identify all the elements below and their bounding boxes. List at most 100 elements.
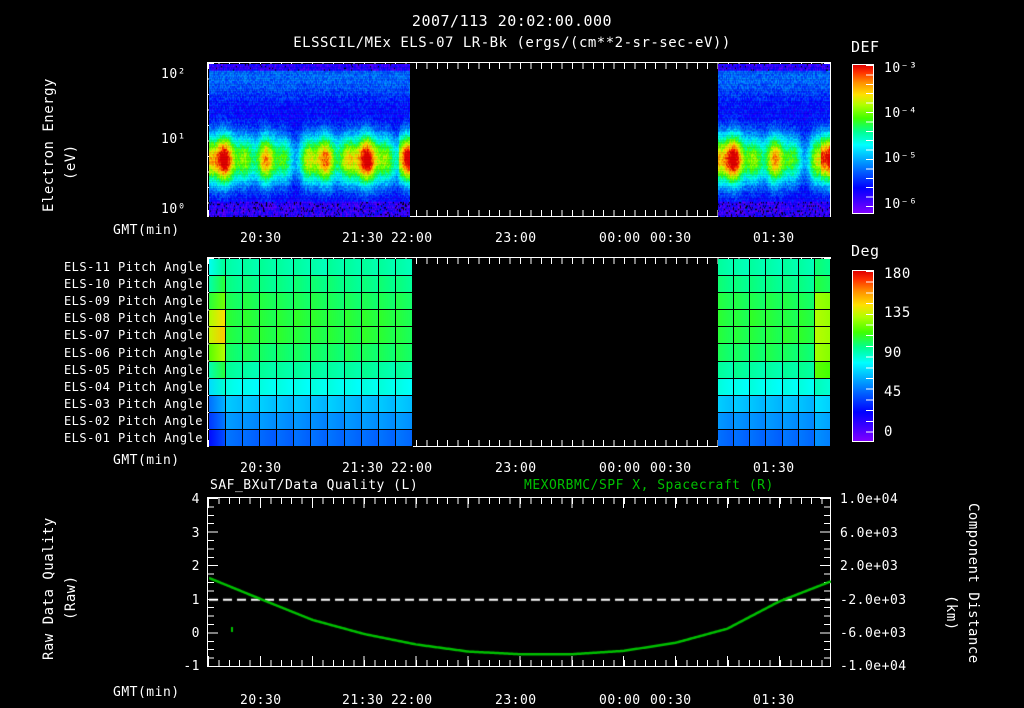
pitch-cell — [260, 259, 277, 277]
pitch-cell — [734, 361, 751, 379]
pitch-cell — [209, 361, 226, 379]
pitch-row-label-6: ELS-06 Pitch Angle — [63, 345, 203, 360]
spectrogram-panel — [207, 62, 831, 217]
pitch-cell — [294, 293, 311, 311]
pitch-cell — [396, 361, 413, 379]
bottom-legend-left: SAF_BXuT/Data Quality (L) — [210, 478, 419, 493]
pitch-cell — [243, 412, 260, 430]
pitch-cell — [294, 344, 311, 362]
pitch-cell — [277, 344, 294, 362]
spectrogram-data-left — [209, 64, 410, 217]
pitch-cell — [311, 276, 328, 294]
pitch-cell — [362, 429, 379, 447]
pitch-cell — [226, 395, 243, 413]
pitch-cell — [798, 395, 815, 413]
pitch-cell — [718, 344, 735, 362]
spectrogram-xticks-top — [208, 63, 830, 69]
pitch-cell — [814, 429, 831, 447]
pitch-cell — [734, 310, 751, 328]
pitch-cell — [766, 412, 783, 430]
electron-energy-axis-label: Electron Energy — [41, 78, 57, 212]
pitch-cell — [209, 293, 226, 311]
def-cbar-tick-2: 10⁻⁵ — [884, 151, 918, 166]
pitch-cell — [311, 395, 328, 413]
pitch-cell — [814, 276, 831, 294]
pitch-cell — [814, 310, 831, 328]
pitch-row-label-4: ELS-04 Pitch Angle — [63, 379, 203, 394]
pitch-cell — [243, 276, 260, 294]
pitch-cell — [766, 293, 783, 311]
pitch-cell — [243, 429, 260, 447]
pitch-cell — [766, 361, 783, 379]
pitch-cell — [345, 276, 362, 294]
pitch-cell — [734, 378, 751, 396]
pitch-cell — [396, 429, 413, 447]
time-tick-0030: 00:30 — [650, 461, 692, 476]
deg-cbar-tick-1: 135 — [884, 305, 911, 321]
spectrogram-ytick-1e2: 10² — [161, 67, 186, 82]
pitch-cell — [782, 378, 799, 396]
deg-colorbar — [852, 270, 874, 442]
pitch-cell — [362, 412, 379, 430]
pitch-cell — [277, 395, 294, 413]
pitch-cell — [226, 344, 243, 362]
distance-curve — [209, 499, 831, 667]
pitch-cell — [260, 327, 277, 345]
pitch-cell — [294, 412, 311, 430]
pitch-cell — [362, 361, 379, 379]
pitch-row-label-8: ELS-08 Pitch Angle — [63, 311, 203, 326]
page-title: 2007/113 20:02:00.000 — [411, 12, 613, 30]
pitch-cell — [294, 327, 311, 345]
pitch-cell — [750, 327, 767, 345]
pitch-cell — [260, 293, 277, 311]
pitch-cell — [798, 276, 815, 294]
pitch-cell — [311, 412, 328, 430]
spectrogram-xticks-bottom — [208, 210, 830, 216]
pitch-cell — [782, 395, 799, 413]
pitch-cell — [750, 259, 767, 277]
pitch-cell — [328, 361, 345, 379]
time-tick-2200: 22:00 — [391, 693, 433, 708]
pitch-cell — [328, 327, 345, 345]
pitch-cell — [209, 412, 226, 430]
time-tick-2300: 23:00 — [495, 231, 537, 246]
pitch-cell — [766, 276, 783, 294]
line-ytick-right-2: 2.0e+03 — [840, 559, 899, 574]
pitch-cell — [328, 310, 345, 328]
pitch-cell — [345, 327, 362, 345]
deg-colorbar-title: Deg — [851, 242, 880, 260]
pitch-cell — [311, 429, 328, 447]
pitch-cell — [379, 327, 396, 345]
pitch-cell — [260, 412, 277, 430]
pitch-cell — [718, 276, 735, 294]
pitch-row-label-7: ELS-07 Pitch Angle — [63, 328, 203, 343]
pitch-cell — [243, 310, 260, 328]
pitch-cell — [243, 344, 260, 362]
pitch-cell — [209, 327, 226, 345]
pitch-cell — [750, 361, 767, 379]
pitch-cell — [209, 378, 226, 396]
time-tick-0000: 00:00 — [599, 461, 641, 476]
pitch-cell — [814, 361, 831, 379]
pitch-cell — [226, 412, 243, 430]
pitch-cell — [243, 361, 260, 379]
pitch-cell — [718, 395, 735, 413]
pitch-cell — [294, 361, 311, 379]
pitch-cell — [379, 378, 396, 396]
deg-cbar-tick-2: 90 — [884, 345, 902, 361]
pitch-cell — [379, 395, 396, 413]
time-tick-0000: 00:00 — [599, 231, 641, 246]
pitch-cell — [311, 293, 328, 311]
pitch-cell — [277, 327, 294, 345]
pitch-cell — [226, 259, 243, 277]
pitch-cell — [798, 259, 815, 277]
pitch-cell — [782, 293, 799, 311]
pitch-cell — [277, 276, 294, 294]
pitch-cell — [766, 327, 783, 345]
line-ytick-right-4: -6.0e+03 — [840, 626, 907, 641]
pitch-cell — [243, 378, 260, 396]
pitch-cell — [814, 327, 831, 345]
pitch-cell — [798, 412, 815, 430]
pitch-angle-panel — [207, 257, 831, 447]
line-ytick-left-1: 3 — [191, 526, 200, 541]
